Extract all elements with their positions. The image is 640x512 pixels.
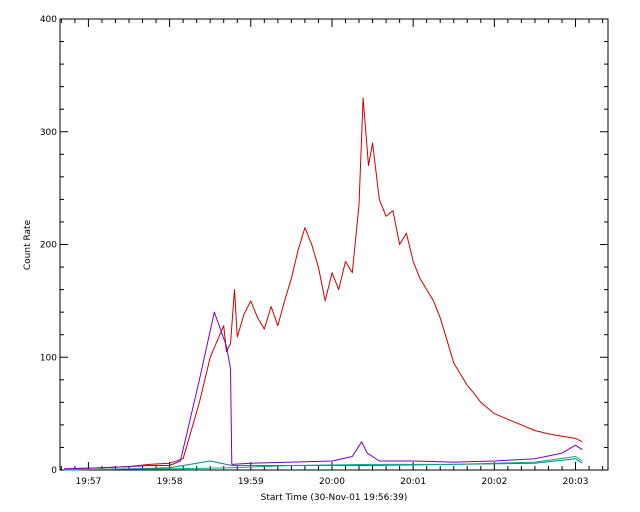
series-line-1	[64, 97, 583, 470]
x-tick-label: 19:58	[157, 477, 183, 487]
x-tick-label: 20:00	[319, 477, 345, 487]
x-tick-label: 19:57	[75, 477, 101, 487]
series-line-4	[64, 456, 583, 471]
y-axis-title: Count Rate	[23, 219, 33, 270]
x-axis-title: Start Time (30-Nov-01 19:56:39)	[261, 493, 408, 503]
y-tick-label: 0	[51, 466, 57, 476]
x-tick-label: 20:01	[400, 477, 426, 487]
y-tick-label: 400	[40, 15, 57, 25]
x-tick-label: 19:59	[238, 477, 264, 487]
y-tick-label: 300	[40, 128, 57, 138]
y-tick-label: 100	[40, 353, 57, 363]
x-tick-label: 20:03	[563, 477, 589, 487]
series-line-2	[64, 311, 583, 470]
series-layer	[64, 97, 583, 471]
x-tick-label: 20:02	[481, 477, 507, 487]
y-tick-label: 200	[40, 241, 57, 251]
axis-ticks: 0 100 200 300 400 19:57 19:58 19:59 20:00 20:01 20…	[40, 15, 608, 487]
plot-frame	[59, 18, 609, 471]
